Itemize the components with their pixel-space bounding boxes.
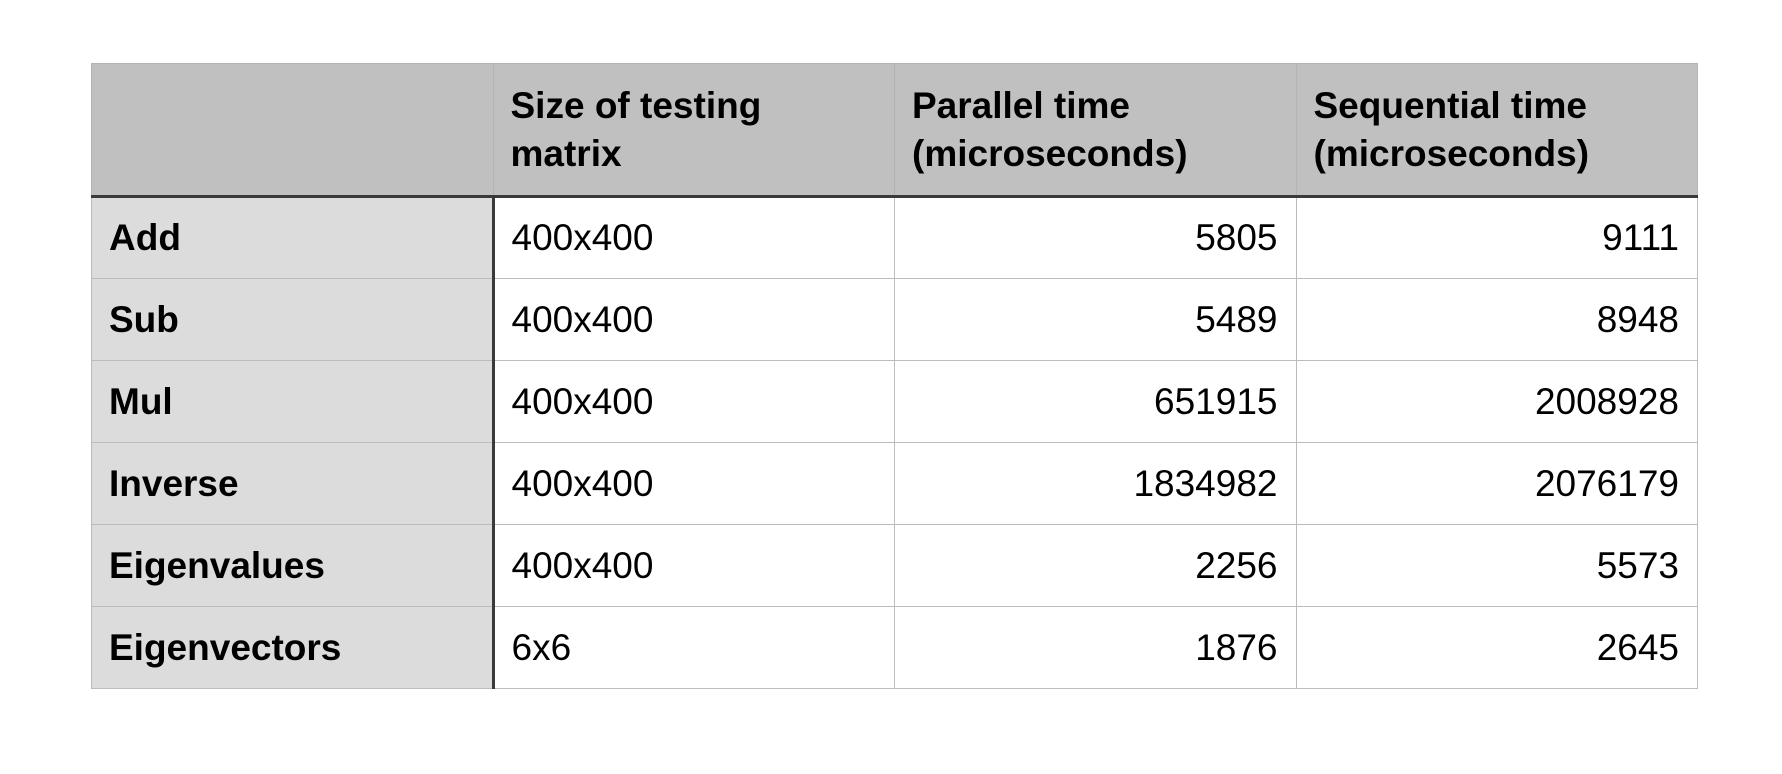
operation-cell: Eigenvalues [91,524,495,607]
table-row: Eigenvalues 400x400 2256 5573 [91,524,1698,607]
size-cell: 6x6 [492,606,895,689]
operation-cell: Sub [91,278,495,361]
parallel-time-cell: 651915 [894,360,1297,443]
header-cell-corner [91,63,494,198]
parallel-time-cell: 1876 [894,606,1297,689]
size-cell: 400x400 [492,278,895,361]
sequential-time-cell: 2076179 [1295,442,1698,525]
header-size-label: Size of testing matrix [510,84,762,174]
parallel-time-cell: 1834982 [894,442,1297,525]
table-row: Inverse 400x400 1834982 2076179 [91,442,1698,525]
parallel-time-cell: 5805 [894,196,1297,279]
parallel-time-cell: 5489 [894,278,1297,361]
table-row: Add 400x400 5805 9111 [91,196,1698,279]
size-cell: 400x400 [492,196,895,279]
operation-cell: Inverse [91,442,495,525]
header-row: Size of testing matrix Parallel time (mi… [91,63,1698,198]
table-row: Eigenvectors 6x6 1876 2645 [91,606,1698,689]
operation-cell: Add [91,196,495,279]
performance-table: Size of testing matrix Parallel time (mi… [91,63,1698,689]
sequential-time-cell: 5573 [1295,524,1698,607]
header-sequential-label: Sequential time (microseconds) [1313,84,1590,174]
header-cell-sequential: Sequential time (microseconds) [1295,63,1698,198]
header-parallel-label: Parallel time (microseconds) [912,84,1188,174]
sequential-time-cell: 2008928 [1295,360,1698,443]
parallel-time-cell: 2256 [894,524,1297,607]
table-row: Sub 400x400 5489 8948 [91,278,1698,361]
header-cell-parallel: Parallel time (microseconds) [894,63,1297,198]
table-row: Mul 400x400 651915 2008928 [91,360,1698,443]
size-cell: 400x400 [492,524,895,607]
table-header: Size of testing matrix Parallel time (mi… [91,63,1698,198]
sequential-time-cell: 2645 [1295,606,1698,689]
operation-cell: Mul [91,360,495,443]
size-cell: 400x400 [492,360,895,443]
sequential-time-cell: 8948 [1295,278,1698,361]
header-cell-size: Size of testing matrix [492,63,895,198]
sequential-time-cell: 9111 [1295,196,1698,279]
size-cell: 400x400 [492,442,895,525]
table-body: Add 400x400 5805 9111 Sub 400x400 5489 8… [91,196,1698,689]
operation-cell: Eigenvectors [91,606,495,689]
